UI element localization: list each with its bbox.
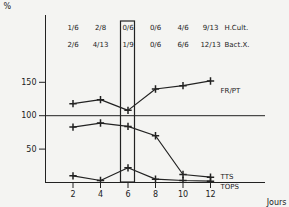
svg-text:150: 150 xyxy=(21,78,36,87)
svg-text:2/8: 2/8 xyxy=(95,24,106,32)
svg-text:8: 8 xyxy=(153,190,158,199)
svg-text:TTS: TTS xyxy=(220,173,234,181)
svg-text:12: 12 xyxy=(205,190,215,199)
svg-text:H.Cult.: H.Cult. xyxy=(225,24,249,32)
svg-text:6/6: 6/6 xyxy=(177,41,189,49)
svg-text:12/13: 12/13 xyxy=(200,41,220,49)
svg-text:9/13: 9/13 xyxy=(203,24,219,32)
svg-text:FR/PT: FR/PT xyxy=(221,87,241,95)
svg-text:0/6: 0/6 xyxy=(122,24,134,32)
svg-text:100: 100 xyxy=(21,111,36,120)
svg-text:TOPS: TOPS xyxy=(220,183,240,191)
svg-text:Bact.X.: Bact.X. xyxy=(225,41,250,49)
svg-text:2: 2 xyxy=(70,190,75,199)
svg-text:1/6: 1/6 xyxy=(67,24,79,32)
svg-text:4/13: 4/13 xyxy=(93,41,109,49)
svg-text:%: % xyxy=(4,2,12,11)
svg-text:50: 50 xyxy=(26,145,36,154)
svg-text:0/6: 0/6 xyxy=(150,24,162,32)
svg-text:1/9: 1/9 xyxy=(122,41,133,49)
svg-text:4/6: 4/6 xyxy=(177,24,189,32)
svg-text:0/6: 0/6 xyxy=(150,41,162,49)
svg-text:10: 10 xyxy=(178,190,188,199)
svg-text:2/6: 2/6 xyxy=(67,41,79,49)
svg-text:Jours: Jours xyxy=(266,198,287,207)
svg-text:4: 4 xyxy=(98,190,103,199)
svg-text:6: 6 xyxy=(125,190,130,199)
